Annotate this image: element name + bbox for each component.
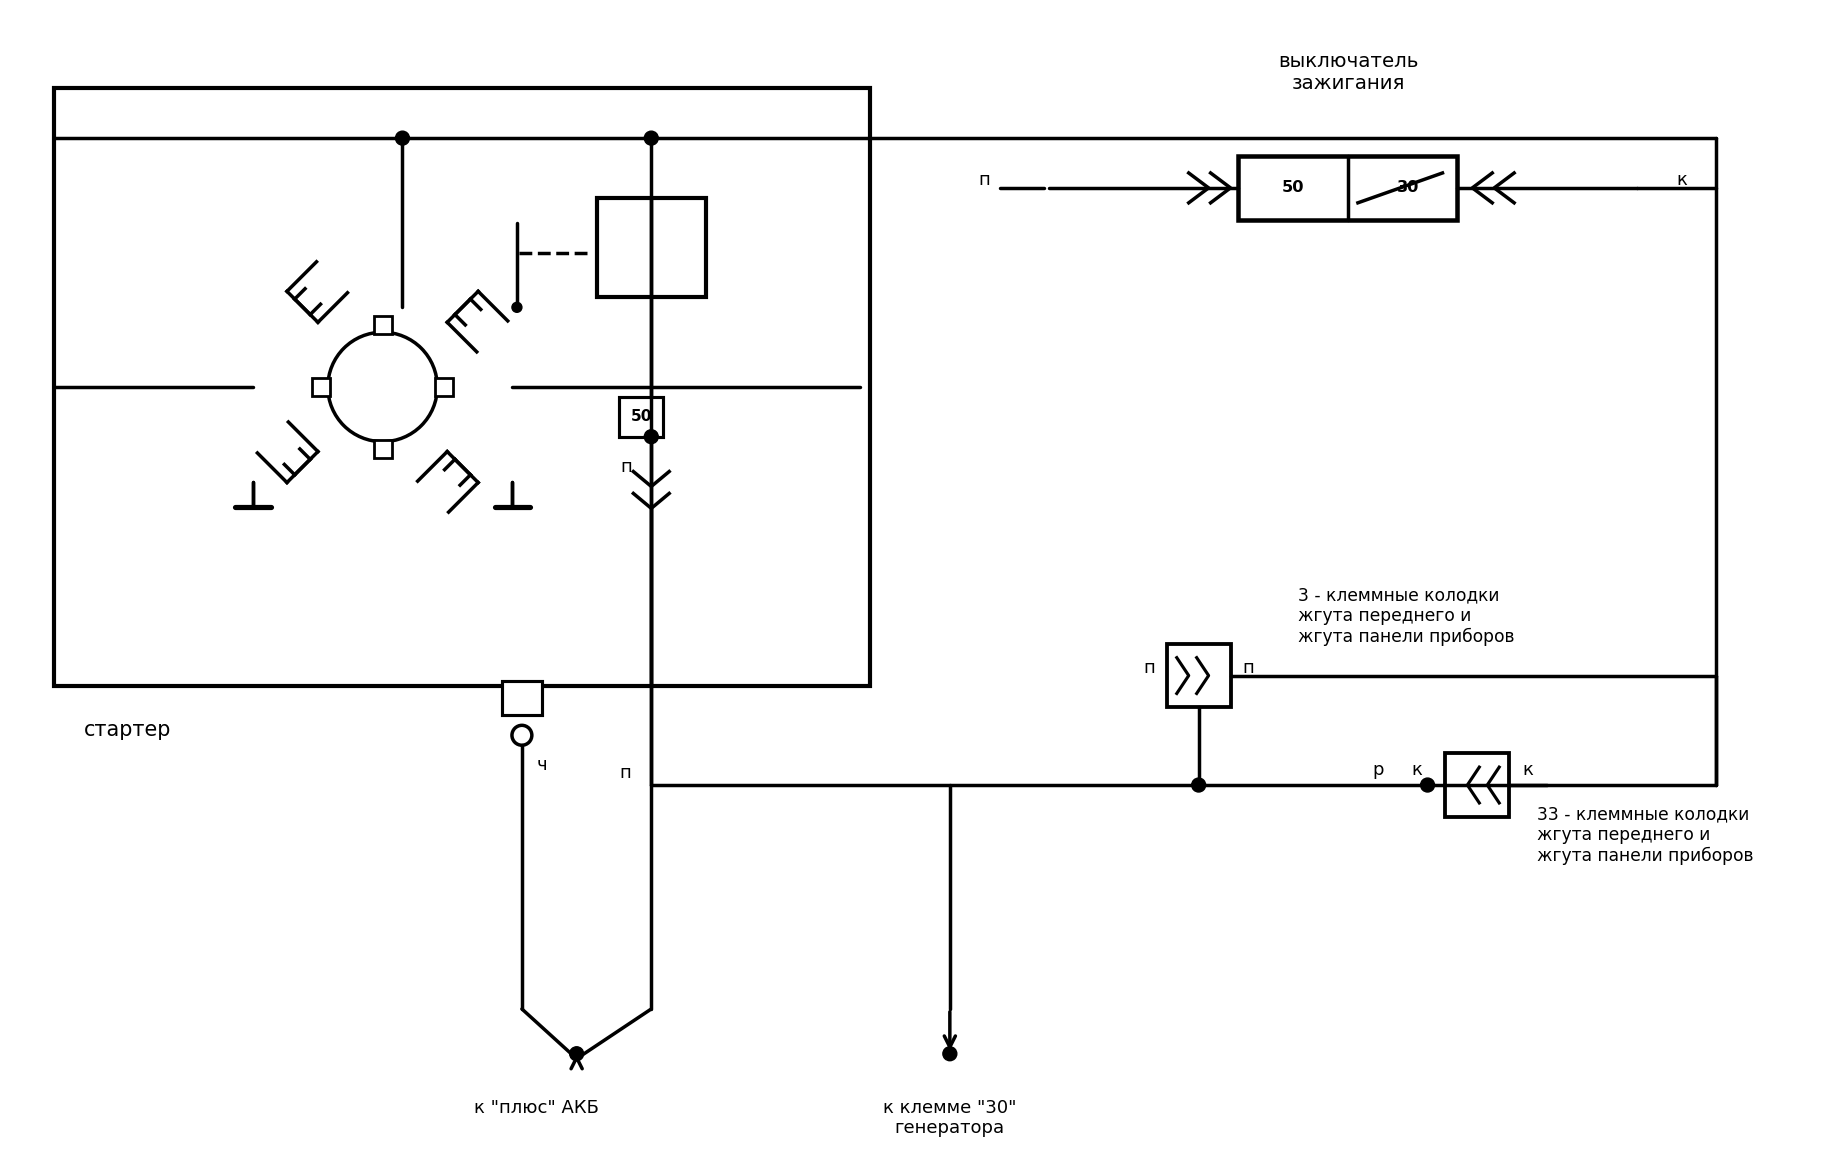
Text: к: к bbox=[1523, 761, 1534, 779]
Bar bbox=[435, 378, 454, 396]
Text: к: к bbox=[1677, 171, 1686, 189]
Text: ч: ч bbox=[536, 756, 547, 774]
Circle shape bbox=[942, 1047, 957, 1061]
Text: 50: 50 bbox=[1282, 181, 1304, 196]
Bar bbox=[1446, 753, 1510, 817]
Text: п: п bbox=[1143, 659, 1155, 676]
Text: р: р bbox=[1372, 761, 1383, 779]
Bar bbox=[53, 89, 871, 686]
Circle shape bbox=[645, 131, 658, 145]
Text: стартер: стартер bbox=[85, 721, 171, 740]
Bar bbox=[619, 396, 663, 437]
Text: 33 - клеммные колодки
жгута переднего и
жгута панели приборов: 33 - клеммные колодки жгута переднего и … bbox=[1538, 805, 1754, 865]
Text: п: п bbox=[619, 764, 632, 782]
Circle shape bbox=[395, 131, 410, 145]
Bar bbox=[597, 198, 705, 297]
Bar bbox=[312, 378, 331, 396]
Circle shape bbox=[569, 1047, 584, 1061]
Bar bbox=[1166, 644, 1231, 708]
Text: выключатель
зажигания: выключатель зажигания bbox=[1279, 52, 1418, 93]
Text: к: к bbox=[1411, 761, 1422, 779]
Bar bbox=[373, 440, 391, 457]
Text: п: п bbox=[977, 171, 990, 189]
Circle shape bbox=[513, 302, 522, 312]
Bar bbox=[502, 681, 542, 716]
Circle shape bbox=[1192, 778, 1205, 792]
Text: 3 - клеммные колодки
жгута переднего и
жгута панели приборов: 3 - клеммные колодки жгута переднего и ж… bbox=[1299, 586, 1516, 646]
Text: п: п bbox=[1242, 659, 1255, 676]
Text: к клемме "30"
генератора: к клемме "30" генератора bbox=[884, 1098, 1016, 1137]
Text: п: п bbox=[621, 457, 632, 476]
Text: к "плюс" АКБ: к "плюс" АКБ bbox=[474, 1098, 599, 1117]
Circle shape bbox=[1420, 778, 1435, 792]
Text: 30: 30 bbox=[1396, 181, 1418, 196]
Text: 50: 50 bbox=[630, 409, 652, 424]
Circle shape bbox=[645, 430, 658, 444]
Bar bbox=[373, 316, 391, 335]
Bar bbox=[1238, 155, 1457, 220]
